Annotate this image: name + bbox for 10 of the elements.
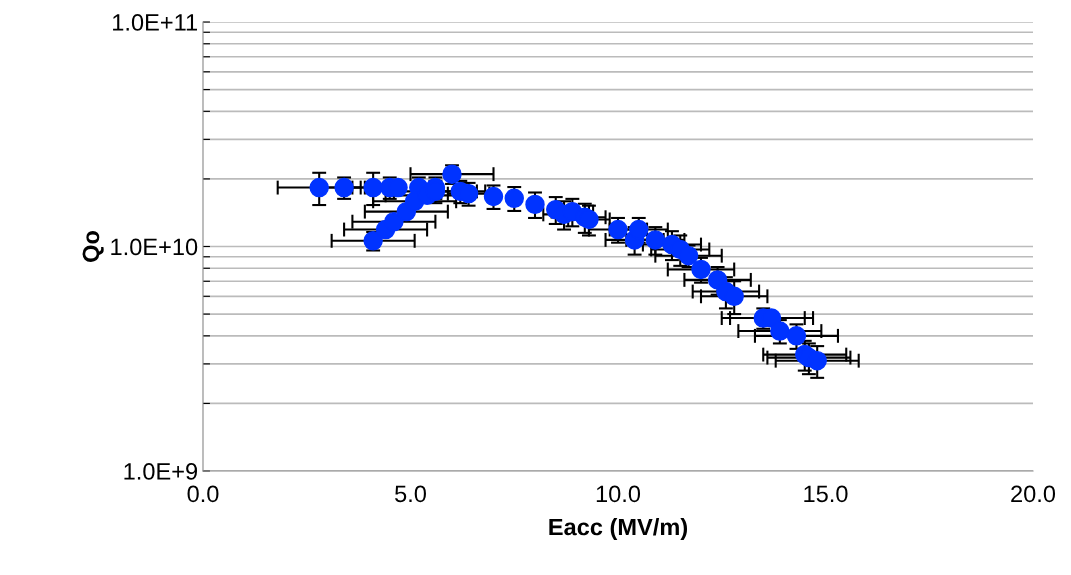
y-tick-label: 1.0E+11 <box>113 14 197 31</box>
y-tick-label: 1.0E+10 <box>111 238 198 256</box>
x-tick-label: 0.0 <box>187 485 219 503</box>
x-tick-label: 10.0 <box>596 485 641 503</box>
y-tick-label: 1.0E+9 <box>124 463 198 480</box>
y-axis-title: Qo <box>82 231 104 262</box>
x-tick-label: 20.0 <box>1011 485 1056 503</box>
x-axis-title: Eacc (MV/m) <box>549 518 688 541</box>
x-tick-label: 5.0 <box>395 485 426 503</box>
x-tick-label: 15.0 <box>804 485 848 503</box>
